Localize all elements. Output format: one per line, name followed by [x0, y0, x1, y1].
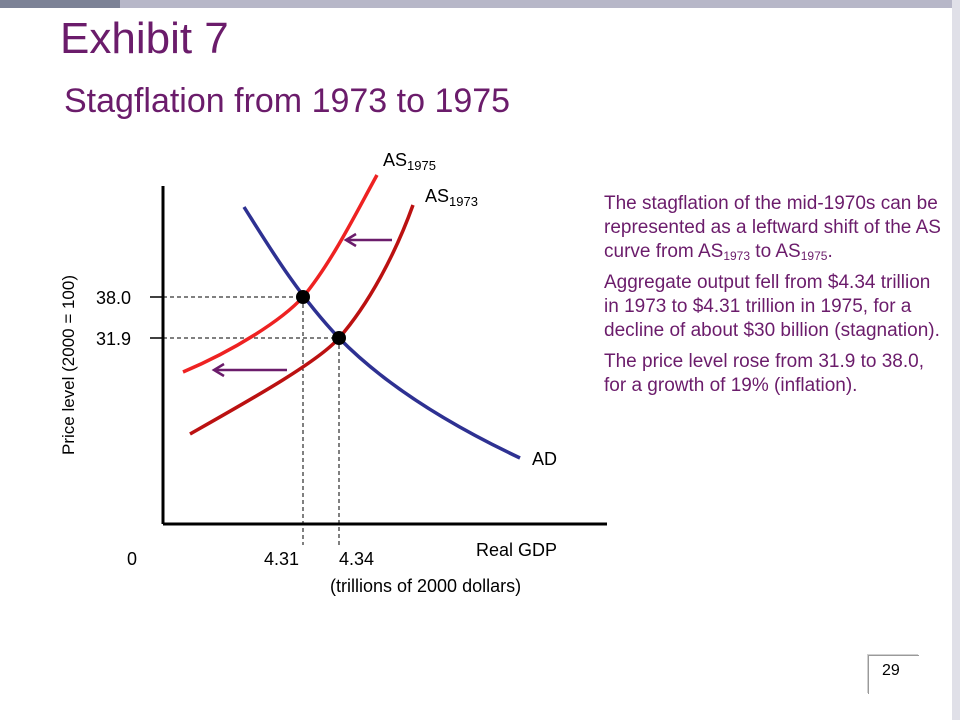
ad-curve: [242, 206, 521, 460]
y-axis-label: Price level (2000 = 100): [59, 275, 78, 455]
explanation-paragraph-3: The price level rose from 31.9 to 38.0, …: [604, 351, 924, 396]
as-1973-label: AS1973: [425, 186, 478, 209]
top-accent-bar: [0, 0, 120, 8]
as-1975-label: AS1975: [383, 150, 436, 173]
page-number-frame: [868, 655, 919, 694]
shift-arrow-lower: [211, 362, 287, 378]
x-axis-label: Real GDP: [476, 540, 557, 560]
ad-label: AD: [532, 449, 557, 469]
explanation-text: The stagflation of the mid-1970s can be …: [604, 192, 950, 405]
y-tick-label-38: 38.0: [96, 288, 131, 308]
explanation-paragraph-1: The stagflation of the mid-1970s can be …: [604, 193, 941, 263]
equilibrium-point-1973: [332, 331, 346, 345]
right-edge-strip: [952, 0, 960, 720]
as-1975-curve: [182, 174, 379, 374]
page-number: 29: [882, 662, 900, 679]
y-tick-label-31: 31.9: [96, 329, 131, 349]
x-tick-label-431: 4.31: [264, 549, 299, 569]
slide-subtitle: Stagflation from 1973 to 1975: [64, 82, 511, 120]
shift-arrow-upper: [343, 232, 392, 248]
explanation-paragraph-2: Aggregate output fell from $4.34 trillio…: [604, 272, 940, 341]
x-axis-units: (trillions of 2000 dollars): [330, 576, 521, 596]
x-tick-label-434: 4.34: [339, 549, 374, 569]
slide-title: Exhibit 7: [60, 14, 229, 63]
origin-label: 0: [127, 549, 137, 569]
top-decorative-bar: [0, 0, 960, 8]
equilibrium-point-1975: [296, 290, 310, 304]
